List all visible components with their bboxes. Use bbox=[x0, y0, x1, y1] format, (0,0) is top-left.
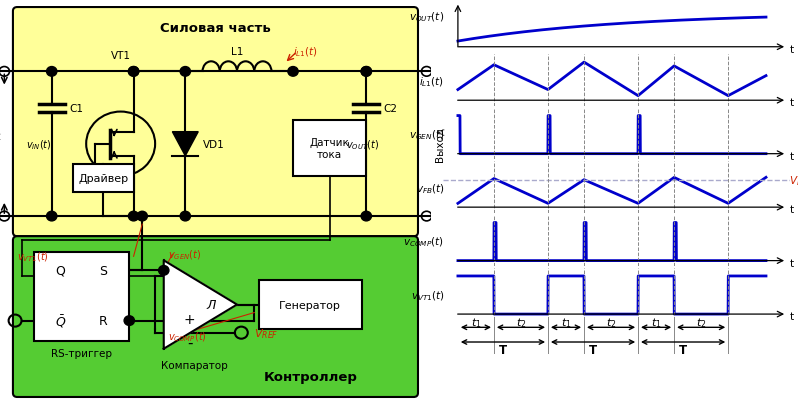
Bar bbox=[34, 253, 129, 341]
Text: $t_2$: $t_2$ bbox=[606, 316, 616, 330]
Text: $V_{REF}$: $V_{REF}$ bbox=[255, 326, 279, 340]
Text: S: S bbox=[100, 264, 108, 277]
Circle shape bbox=[128, 212, 139, 221]
Polygon shape bbox=[172, 132, 198, 156]
Text: $v_{COMP}(t)$: $v_{COMP}(t)$ bbox=[168, 330, 207, 344]
Text: $v_{GEN}(t)$: $v_{GEN}(t)$ bbox=[409, 128, 444, 142]
Circle shape bbox=[128, 67, 139, 77]
Text: T: T bbox=[679, 343, 687, 356]
Polygon shape bbox=[164, 261, 237, 349]
Text: Драйвер: Драйвер bbox=[78, 174, 128, 183]
Text: -: - bbox=[187, 335, 192, 350]
Text: t: t bbox=[789, 151, 793, 161]
Circle shape bbox=[361, 67, 371, 77]
Text: $t_2$: $t_2$ bbox=[516, 316, 526, 330]
Text: $v_{FB}(t)$: $v_{FB}(t)$ bbox=[416, 182, 444, 195]
Text: L1: L1 bbox=[231, 47, 243, 57]
Bar bbox=[293, 120, 366, 176]
Circle shape bbox=[124, 316, 134, 326]
Text: $v_{OUT}(t)$: $v_{OUT}(t)$ bbox=[409, 10, 444, 24]
Text: Датчик
тока: Датчик тока bbox=[310, 138, 350, 159]
Circle shape bbox=[137, 212, 148, 221]
Text: $t_1$: $t_1$ bbox=[471, 316, 481, 330]
Circle shape bbox=[361, 67, 371, 77]
Text: VD1: VD1 bbox=[203, 140, 224, 149]
Text: C1: C1 bbox=[69, 103, 83, 113]
Circle shape bbox=[46, 67, 57, 77]
Text: t: t bbox=[789, 205, 793, 215]
Text: Q: Q bbox=[55, 264, 65, 277]
Text: $v_{VT1}(t)$: $v_{VT1}(t)$ bbox=[411, 288, 444, 302]
Text: $v_{OUT}(t)$: $v_{OUT}(t)$ bbox=[346, 138, 379, 151]
Circle shape bbox=[288, 67, 298, 77]
Text: Компаратор: Компаратор bbox=[160, 360, 227, 370]
Text: T: T bbox=[589, 343, 597, 356]
Circle shape bbox=[180, 212, 191, 221]
Text: Контроллер: Контроллер bbox=[263, 371, 358, 383]
Text: t: t bbox=[789, 98, 793, 108]
Text: +: + bbox=[184, 312, 196, 326]
Text: T: T bbox=[499, 343, 507, 356]
Circle shape bbox=[180, 67, 191, 77]
Text: Выход: Выход bbox=[435, 127, 444, 162]
Text: $\bar{Q}$: $\bar{Q}$ bbox=[54, 312, 66, 329]
Text: C2: C2 bbox=[384, 103, 397, 113]
Text: $t_1$: $t_1$ bbox=[651, 316, 662, 330]
Text: R: R bbox=[99, 314, 108, 327]
Text: $t_1$: $t_1$ bbox=[561, 316, 571, 330]
FancyBboxPatch shape bbox=[13, 237, 418, 397]
Text: Силовая часть: Силовая часть bbox=[160, 22, 271, 34]
Text: RS-триггер: RS-триггер bbox=[51, 348, 113, 358]
Text: t: t bbox=[789, 45, 793, 55]
Text: t: t bbox=[789, 258, 793, 268]
Text: Л: Л bbox=[207, 298, 215, 311]
Text: $v_{VT1}(t)$: $v_{VT1}(t)$ bbox=[18, 250, 49, 263]
Text: t: t bbox=[789, 311, 793, 321]
Circle shape bbox=[128, 67, 139, 77]
Text: $v_{GEN}(t)$: $v_{GEN}(t)$ bbox=[168, 248, 201, 261]
Text: Генератор: Генератор bbox=[279, 300, 342, 310]
Text: $v_{COMP}(t)$: $v_{COMP}(t)$ bbox=[403, 235, 444, 249]
Text: $i_{L1}(t)$: $i_{L1}(t)$ bbox=[419, 75, 444, 89]
Text: $i_{L1}(t)$: $i_{L1}(t)$ bbox=[293, 45, 318, 59]
Circle shape bbox=[361, 212, 371, 221]
Text: $t_2$: $t_2$ bbox=[696, 316, 706, 330]
Text: VT1: VT1 bbox=[111, 51, 131, 61]
FancyBboxPatch shape bbox=[13, 8, 418, 237]
Circle shape bbox=[159, 266, 169, 275]
Text: $V_{REF}$: $V_{REF}$ bbox=[789, 173, 798, 187]
Bar bbox=[73, 164, 133, 192]
Text: $v_{IN}(t)$: $v_{IN}(t)$ bbox=[26, 138, 52, 151]
Circle shape bbox=[46, 212, 57, 221]
Bar bbox=[259, 281, 362, 329]
